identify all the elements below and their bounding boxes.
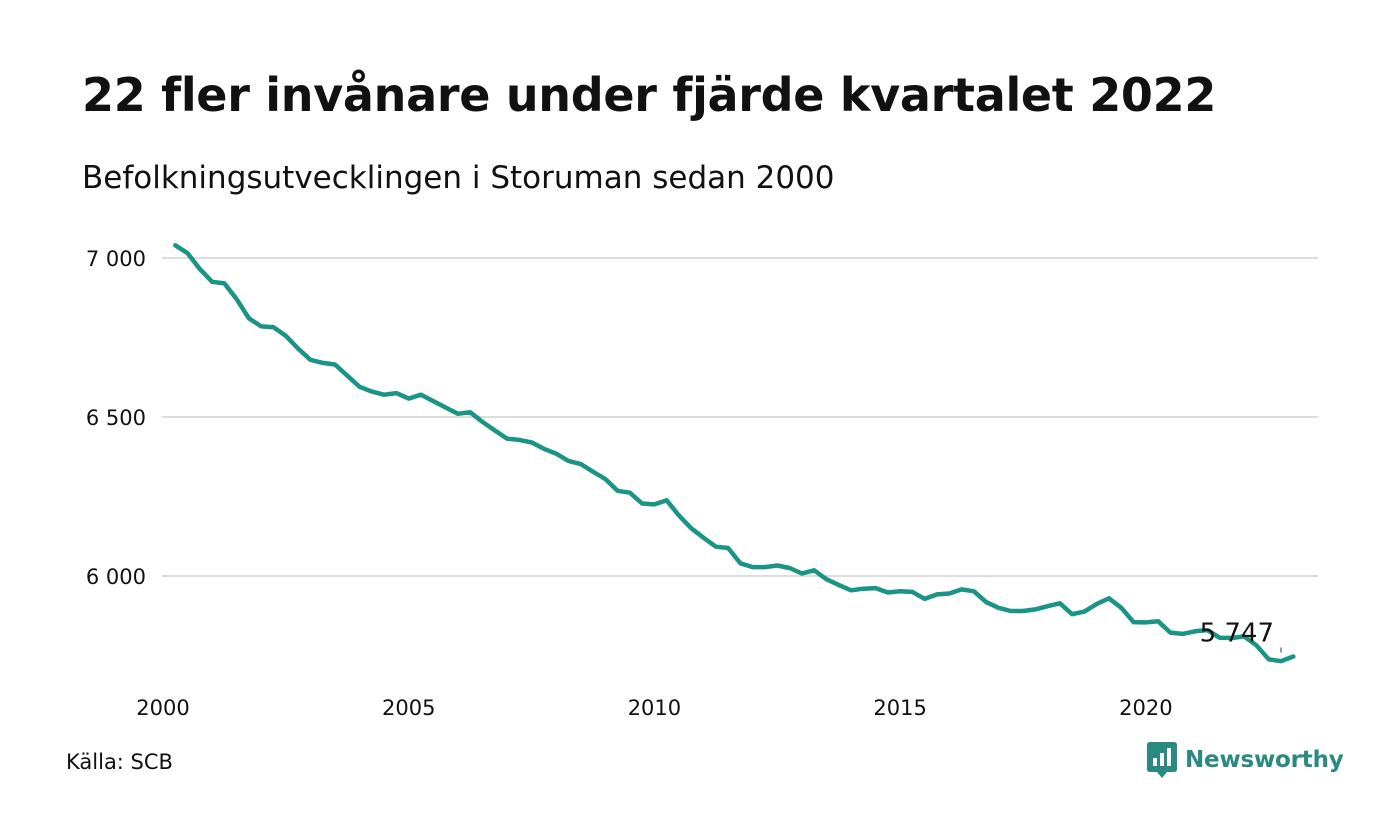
newsworthy-logo-icon bbox=[1147, 742, 1177, 778]
chart-title: 22 fler invånare under fjärde kvartalet … bbox=[82, 68, 1217, 122]
gridlines bbox=[162, 257, 1318, 577]
last-value-label: 5 747 bbox=[1200, 618, 1274, 648]
x-axis-labels: 2000 2005 2010 2015 2020 bbox=[136, 696, 1172, 720]
x-tick-label: 2000 bbox=[136, 696, 189, 720]
source-note: Källa: SCB bbox=[66, 750, 173, 774]
population-line bbox=[173, 243, 1296, 664]
plot-area: 5 747 bbox=[173, 243, 1296, 664]
x-tick-label: 2005 bbox=[382, 696, 435, 720]
y-tick-label: 6 500 bbox=[86, 406, 146, 430]
y-axis-labels: 6 000 6 500 7 000 bbox=[86, 247, 146, 589]
y-tick-label: 6 000 bbox=[86, 565, 146, 589]
brand-name: Newsworthy bbox=[1185, 747, 1344, 773]
brand-logo: Newsworthy bbox=[1147, 742, 1344, 778]
x-tick-label: 2010 bbox=[628, 696, 681, 720]
y-tick-label: 7 000 bbox=[86, 247, 146, 271]
chart-subtitle: Befolkningsutvecklingen i Storuman sedan… bbox=[82, 160, 835, 196]
x-tick-label: 2020 bbox=[1119, 696, 1172, 720]
x-tick-label: 2015 bbox=[873, 696, 926, 720]
